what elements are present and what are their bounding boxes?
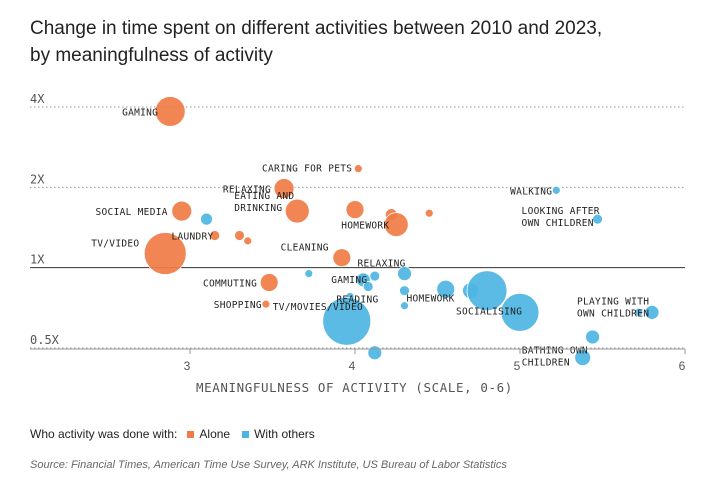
point-label: PLAYING WITH OWN CHILDREN xyxy=(577,296,649,319)
y-tick-label: 2X xyxy=(30,172,45,186)
point-label: TV/MOVIES/VIDEO xyxy=(273,302,363,313)
source-note: Source: Financial Times, American Time U… xyxy=(30,459,507,471)
with-others-point xyxy=(304,269,314,279)
alone-point xyxy=(383,212,409,238)
point-label: HOMEWORK xyxy=(341,221,389,232)
x-tick-label: 4 xyxy=(349,359,356,373)
with-others-point xyxy=(367,345,383,361)
point-label: BATHING OWN CHILDREN xyxy=(522,346,588,369)
x-tick-label: 6 xyxy=(679,359,686,373)
point-label: GAMING xyxy=(331,275,367,286)
point-label: HOMEWORK xyxy=(407,294,455,305)
x-tick-label: 5 xyxy=(514,359,521,373)
point-label-line: EATING AND xyxy=(234,191,294,202)
with-others-point xyxy=(551,185,561,195)
with-others-point xyxy=(585,329,600,345)
alone-point xyxy=(259,273,279,292)
alone-point xyxy=(284,198,310,224)
point-label: EATING AND DRINKING xyxy=(234,191,294,214)
point-label-line: LOOKING AFTER xyxy=(522,206,600,217)
with-others-point xyxy=(500,292,540,332)
point-label: CLEANING xyxy=(281,243,329,254)
point-label: TV/VIDEO xyxy=(91,239,139,250)
legend: Who activity was done with: Alone With o… xyxy=(30,427,327,441)
point-label: SHOPPING xyxy=(214,300,262,311)
y-tick-label: 4X xyxy=(30,92,45,106)
legend-label-with-others: With others xyxy=(254,427,315,441)
point-label: CARING FOR PETS xyxy=(262,164,352,175)
legend-title: Who activity was done with: xyxy=(30,427,178,441)
point-label: WALKING xyxy=(510,186,552,197)
point-label: LOOKING AFTER OWN CHILDREN xyxy=(522,206,600,229)
legend-item-alone: Alone xyxy=(187,427,230,441)
title-line-2: by meaningfulness of activity xyxy=(30,45,273,66)
alone-point xyxy=(353,164,363,174)
alone-point xyxy=(345,200,365,220)
title-line-1: Change in time spent on different activi… xyxy=(30,18,603,39)
with-others-point xyxy=(436,279,456,299)
with-others-point xyxy=(399,285,410,297)
point-label-line: OWN CHILDREN xyxy=(577,308,649,319)
legend-label-alone: Alone xyxy=(199,427,231,441)
alone-point xyxy=(234,230,245,241)
alone-point xyxy=(143,232,187,275)
alone-point xyxy=(171,200,193,222)
point-label: GAMING xyxy=(122,107,158,118)
scatter-chart: GAMING CARING FOR PETS RELAXING SOCIAL MEDI… xyxy=(30,92,686,395)
with-others-point xyxy=(634,307,644,317)
with-others-point xyxy=(466,270,508,312)
with-others-point xyxy=(574,349,592,367)
point-label: LAUNDRY xyxy=(171,231,213,242)
point-label: RELAXING xyxy=(358,259,406,270)
point-label-line: PLAYING WITH xyxy=(577,296,649,307)
with-others-point xyxy=(362,281,374,292)
with-others-point xyxy=(644,304,660,320)
with-others-point xyxy=(322,296,372,346)
point-label-line: DRINKING xyxy=(234,203,282,214)
with-others-point xyxy=(592,213,603,225)
legend-swatch-alone xyxy=(187,430,195,438)
alone-point xyxy=(243,236,253,246)
point-label: SOCIALISING xyxy=(456,306,522,317)
with-others-point xyxy=(397,266,412,282)
with-others-point xyxy=(369,270,381,282)
point-label: READING xyxy=(336,295,378,306)
alone-point xyxy=(261,299,271,309)
alone-point xyxy=(209,230,221,241)
alone-point xyxy=(273,178,295,199)
y-tick-label: 1X xyxy=(30,253,45,267)
alone-point xyxy=(424,208,434,218)
point-label-line: CHILDREN xyxy=(522,358,570,369)
point-label: RELAXING xyxy=(223,184,271,195)
point-label: COMMUTING xyxy=(203,278,257,289)
x-tick-label: 3 xyxy=(184,359,191,373)
y-tick-label: 0.5X xyxy=(30,333,60,347)
alone-point xyxy=(332,248,352,268)
alone-point xyxy=(154,96,186,127)
legend-swatch-with-others xyxy=(242,430,250,438)
point-label: SOCIAL MEDIA xyxy=(96,207,168,218)
x-axis-title: MEANINGFULNESS OF ACTIVITY (SCALE, 0-6) xyxy=(196,380,513,395)
legend-item-with-others: With others xyxy=(242,427,315,441)
chart-title: Change in time spent on different activi… xyxy=(30,15,710,69)
with-others-point xyxy=(200,212,213,226)
with-others-point xyxy=(400,301,409,311)
point-label-line: OWN CHILDREN xyxy=(522,218,594,229)
point-label-line: BATHING OWN xyxy=(522,346,588,357)
